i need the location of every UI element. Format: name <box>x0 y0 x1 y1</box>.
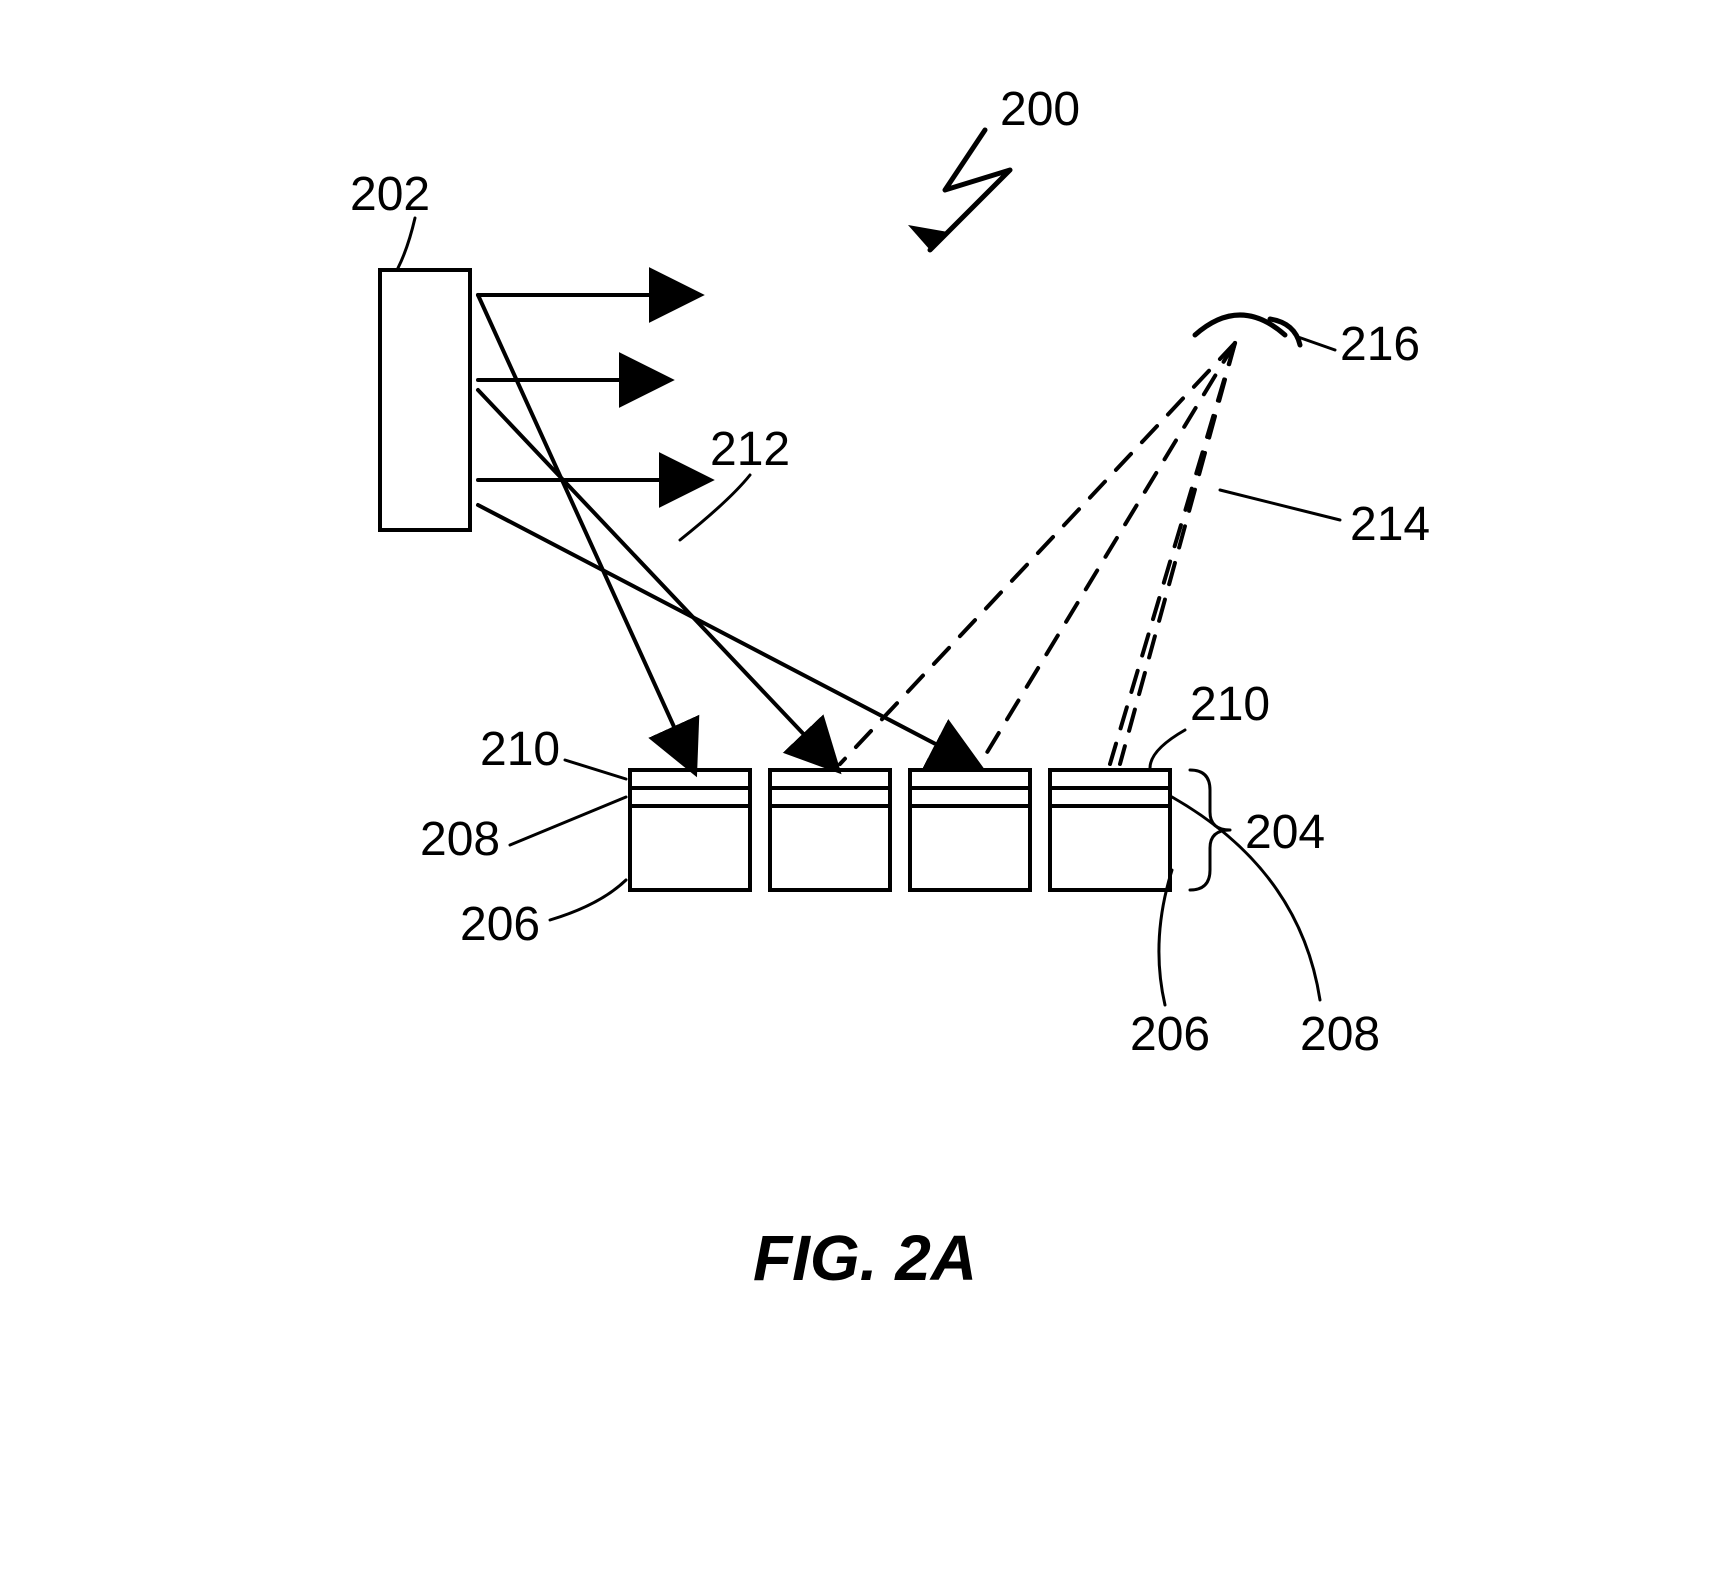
leader-210-left <box>565 760 626 779</box>
emit-arrow-diag <box>478 295 690 762</box>
label-206-right: 206 <box>1130 1008 1210 1061</box>
label-212: 212 <box>710 423 790 476</box>
leader-216 <box>1298 337 1335 350</box>
leader-206-left <box>550 880 626 920</box>
leader-214 <box>1220 490 1340 520</box>
label-202: 202 <box>350 168 430 221</box>
label-214: 214 <box>1350 498 1430 551</box>
leader-212 <box>680 475 750 540</box>
leader-210-right <box>1150 730 1185 768</box>
label-210-left: 210 <box>480 723 560 776</box>
leader-208-left <box>510 797 626 845</box>
label-216: 216 <box>1340 318 1420 371</box>
zigzag-arrowhead <box>908 225 948 250</box>
source-box <box>380 270 470 530</box>
figure-caption: FIG. 2A <box>753 1222 977 1294</box>
label-208-left: 208 <box>420 813 500 866</box>
label-210-right: 210 <box>1190 678 1270 731</box>
leader-202 <box>398 218 415 268</box>
label-206-left: 206 <box>460 898 540 951</box>
sight-line <box>840 343 1235 764</box>
brace-204 <box>1190 770 1230 890</box>
label-204: 204 <box>1245 806 1325 859</box>
label-200: 200 <box>1000 83 1080 136</box>
label-208-right: 208 <box>1300 1008 1380 1061</box>
